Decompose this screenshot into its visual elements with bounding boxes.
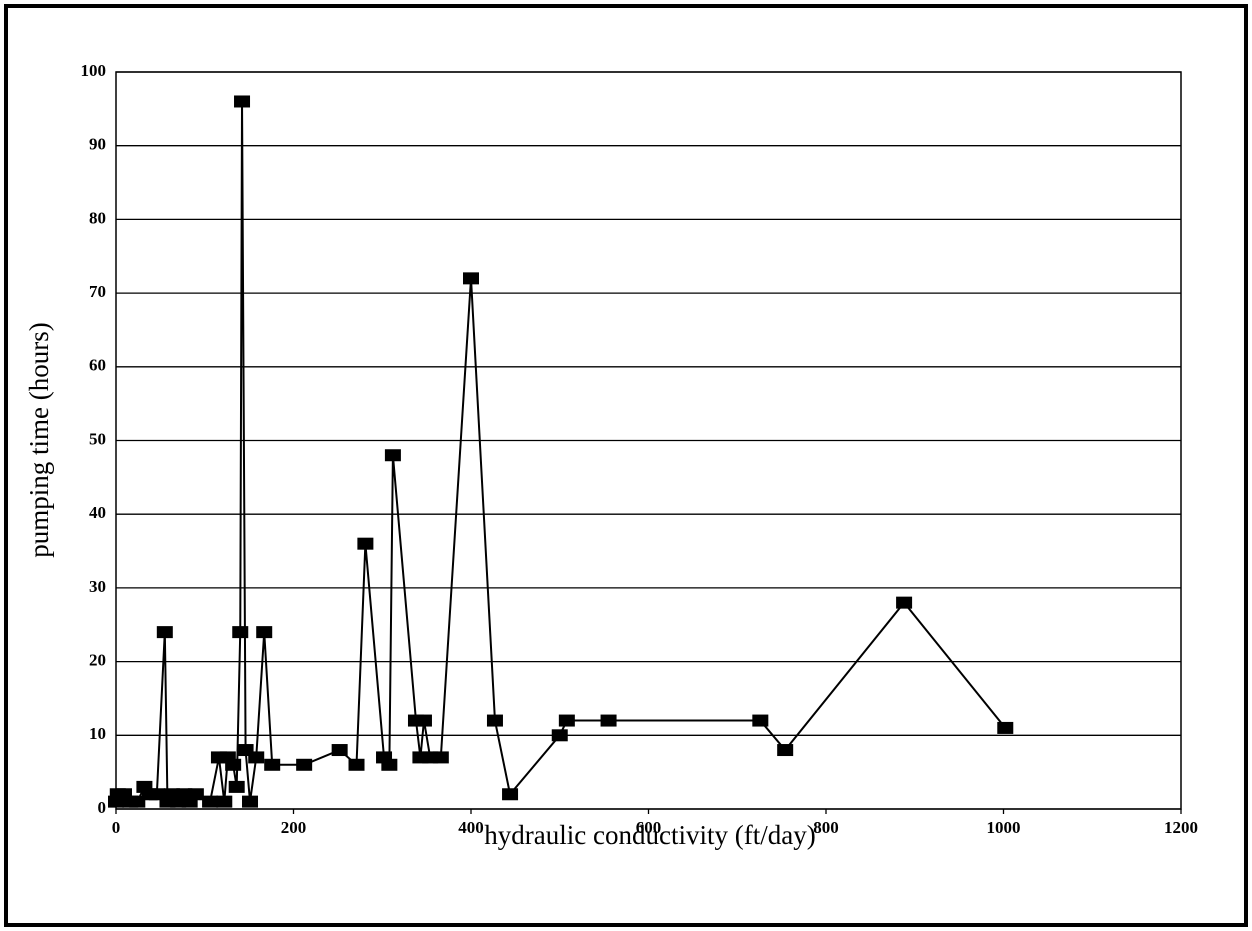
y-axis-label: pumping time (hours)	[24, 322, 54, 557]
marker	[248, 751, 265, 764]
marker	[502, 788, 519, 801]
plot-border	[115, 71, 1182, 810]
x-tick-label: 800	[813, 818, 839, 837]
marker	[463, 272, 479, 285]
x-tick-label: 200	[281, 818, 307, 837]
marker	[228, 780, 245, 793]
marker	[296, 758, 313, 771]
marker	[558, 714, 575, 727]
y-tick-label: 30	[89, 577, 106, 596]
marker	[384, 449, 401, 462]
y-tick-label: 60	[89, 356, 106, 375]
x-tick-label: 1000	[987, 818, 1021, 837]
y-tick-label: 40	[89, 503, 106, 522]
y-tick-label: 20	[89, 651, 106, 670]
x-tick-label: 0	[112, 818, 121, 837]
y-tick-label: 10	[89, 724, 106, 743]
marker	[242, 795, 259, 808]
marker	[225, 758, 242, 771]
y-tick-label: 50	[89, 429, 106, 448]
marker	[752, 714, 769, 727]
marker	[432, 751, 449, 764]
marker	[232, 626, 249, 639]
marker	[415, 714, 432, 727]
marker	[600, 714, 617, 727]
marker	[256, 626, 273, 639]
y-tick-label: 90	[89, 135, 106, 154]
marker	[348, 758, 365, 771]
x-tick-label: 1200	[1164, 818, 1198, 837]
series-line	[115, 101, 1007, 806]
marker	[216, 795, 233, 808]
y-tick-label: 80	[89, 208, 106, 227]
marker	[486, 714, 503, 727]
marker	[187, 788, 204, 801]
marker	[129, 795, 146, 808]
marker	[156, 626, 173, 639]
marker	[264, 758, 281, 771]
y-tick-label: 0	[98, 798, 107, 817]
marker	[234, 95, 251, 108]
y-tick-label: 70	[89, 282, 106, 301]
x-tick-label: 600	[636, 818, 662, 837]
x-axis-label: hydraulic conductivity (ft/day)	[484, 820, 815, 850]
marker	[997, 721, 1014, 734]
marker	[777, 744, 794, 757]
marker	[551, 729, 568, 742]
marker	[381, 758, 398, 771]
frame	[4, 4, 1248, 927]
marker	[357, 537, 374, 550]
y-tick-label: 100	[81, 61, 107, 80]
marker	[331, 744, 348, 757]
marker	[896, 596, 913, 609]
marker	[202, 795, 219, 808]
x-tick-label: 400	[458, 818, 484, 837]
